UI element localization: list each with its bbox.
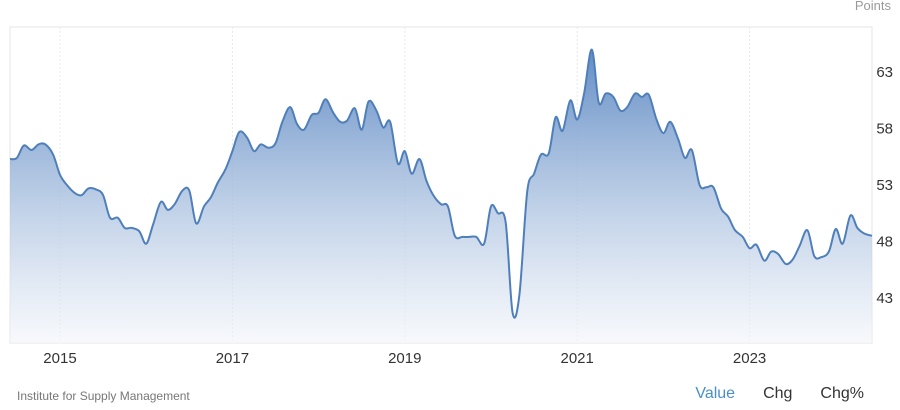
tab-chg[interactable]: Chg (763, 385, 793, 402)
tab-value[interactable]: Value (695, 385, 736, 402)
y-tick-label: 43 (876, 290, 893, 307)
y-tick-label: 63 (876, 64, 893, 81)
y-tick-label: 48 (876, 233, 893, 250)
y-axis-ticks: 43 48 53 58 63 (876, 64, 893, 307)
x-axis-ticks: 2015 2017 2019 2021 2023 (43, 350, 766, 367)
series-area (10, 49, 872, 343)
unit-label: Points (855, 0, 892, 13)
x-tick-label: 2019 (388, 350, 421, 367)
pmi-area-chart: 43 48 53 58 63 2015 2017 2019 2021 2023 Points (9, 0, 893, 367)
x-tick-label: 2015 (43, 350, 76, 367)
y-tick-label: 53 (876, 177, 893, 194)
view-tabs: Value Chg Chg% (695, 385, 864, 403)
chart-footer: Institute for Supply Management Value Ch… (0, 380, 900, 410)
tab-chg-percent[interactable]: Chg% (820, 385, 864, 402)
x-tick-label: 2017 (216, 350, 249, 367)
x-tick-label: 2021 (561, 350, 594, 367)
y-tick-label: 58 (876, 121, 893, 138)
series-line (9, 48, 873, 319)
x-tick-label: 2023 (733, 350, 766, 367)
source-label: Institute for Supply Management (17, 389, 190, 403)
